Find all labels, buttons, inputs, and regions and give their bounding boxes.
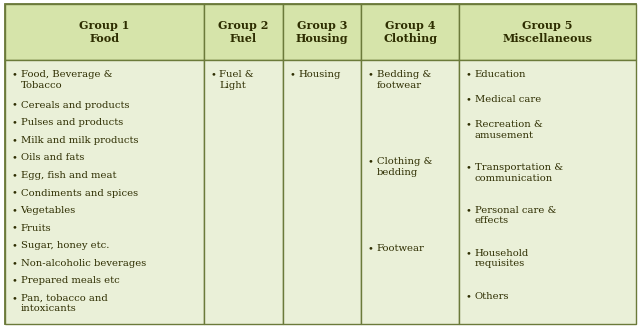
FancyBboxPatch shape (204, 4, 283, 60)
Text: •: • (465, 249, 472, 258)
Text: Milk and milk products: Milk and milk products (21, 136, 138, 145)
Text: Oils and fats: Oils and fats (21, 154, 84, 162)
Text: Others: Others (474, 292, 509, 301)
Text: Sugar, honey etc.: Sugar, honey etc. (21, 241, 109, 250)
Text: •: • (12, 241, 17, 250)
Text: •: • (12, 294, 17, 303)
Text: •: • (12, 224, 17, 233)
Text: Vegetables: Vegetables (21, 206, 76, 215)
Text: •: • (12, 101, 17, 110)
Text: Group 2
Fuel: Group 2 Fuel (218, 20, 269, 44)
Text: Group 5
Miscellaneous: Group 5 Miscellaneous (503, 20, 592, 44)
Text: •: • (465, 95, 472, 104)
FancyBboxPatch shape (362, 60, 459, 324)
Text: •: • (465, 206, 472, 215)
FancyBboxPatch shape (5, 4, 204, 60)
FancyBboxPatch shape (283, 4, 362, 60)
Text: Transportation &
communication: Transportation & communication (474, 163, 563, 182)
Text: •: • (12, 259, 17, 268)
Text: Condiments and spices: Condiments and spices (21, 189, 138, 197)
Text: Food, Beverage &
Tobacco: Food, Beverage & Tobacco (21, 71, 112, 90)
Text: •: • (368, 244, 374, 253)
Text: Recreation &
amusement: Recreation & amusement (474, 120, 542, 140)
Text: Group 4
Clothing: Group 4 Clothing (383, 20, 437, 44)
Text: •: • (12, 118, 17, 127)
FancyBboxPatch shape (5, 4, 636, 324)
Text: •: • (210, 71, 216, 79)
Text: •: • (12, 171, 17, 180)
Text: •: • (465, 71, 472, 79)
Text: Pan, tobacco and
intoxicants: Pan, tobacco and intoxicants (21, 294, 107, 313)
Text: Pulses and products: Pulses and products (21, 118, 123, 127)
FancyBboxPatch shape (283, 60, 362, 324)
Text: •: • (12, 189, 17, 197)
Text: •: • (12, 277, 17, 285)
FancyBboxPatch shape (459, 60, 636, 324)
Text: Household
requisites: Household requisites (474, 249, 529, 268)
Text: •: • (465, 292, 472, 301)
Text: Fruits: Fruits (21, 224, 51, 233)
Text: •: • (12, 136, 17, 145)
Text: •: • (12, 206, 17, 215)
Text: Group 3
Housing: Group 3 Housing (296, 20, 349, 44)
Text: •: • (12, 154, 17, 162)
Text: Medical care: Medical care (474, 95, 541, 104)
Text: Prepared meals etc: Prepared meals etc (21, 277, 119, 285)
Text: Housing: Housing (298, 71, 340, 79)
Text: •: • (12, 71, 17, 79)
Text: Cereals and products: Cereals and products (21, 101, 129, 110)
FancyBboxPatch shape (5, 60, 204, 324)
Text: Footwear: Footwear (377, 244, 425, 253)
Text: •: • (368, 157, 374, 166)
Text: Personal care &
effects: Personal care & effects (474, 206, 556, 225)
Text: Fuel &
Light: Fuel & Light (219, 71, 254, 90)
Text: Group 1
Food: Group 1 Food (79, 20, 129, 44)
Text: Non-alcoholic beverages: Non-alcoholic beverages (21, 259, 146, 268)
FancyBboxPatch shape (459, 4, 636, 60)
Text: •: • (465, 120, 472, 129)
Text: Egg, fish and meat: Egg, fish and meat (21, 171, 116, 180)
FancyBboxPatch shape (204, 60, 283, 324)
Text: Education: Education (474, 71, 526, 79)
Text: •: • (289, 71, 295, 79)
Text: •: • (368, 71, 374, 79)
Text: Clothing &
bedding: Clothing & bedding (377, 157, 432, 176)
Text: •: • (465, 163, 472, 172)
Text: Bedding &
footwear: Bedding & footwear (377, 71, 431, 90)
FancyBboxPatch shape (362, 4, 459, 60)
